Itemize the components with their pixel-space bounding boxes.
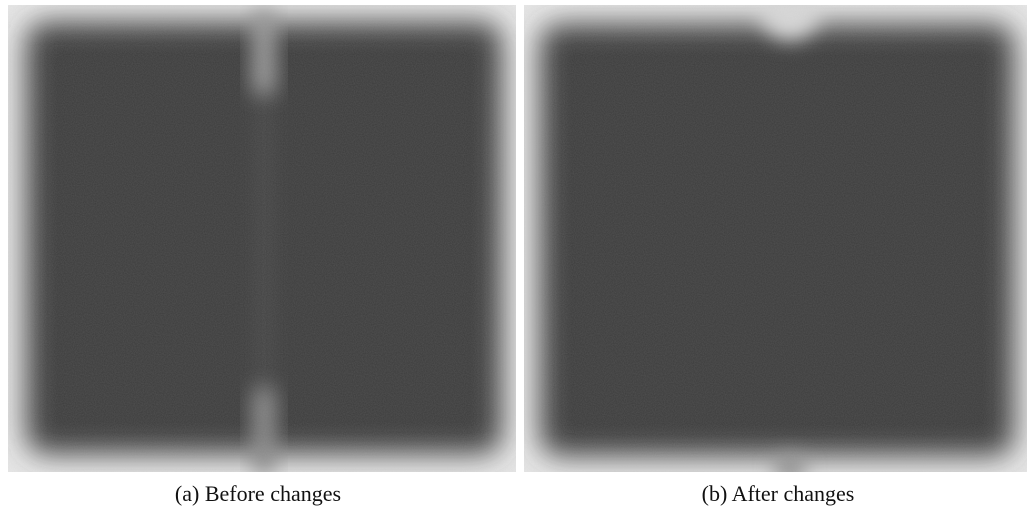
- image-after: [524, 0, 1027, 482]
- caption: (b) After changes: [702, 481, 855, 506]
- page: (a) Before changes (b) After changes (()…: [0, 0, 1031, 520]
- figure: (a) Before changes (b) After changes: [0, 0, 1031, 520]
- caption: (a) Before changes: [175, 481, 341, 506]
- image-before: [8, 5, 516, 475]
